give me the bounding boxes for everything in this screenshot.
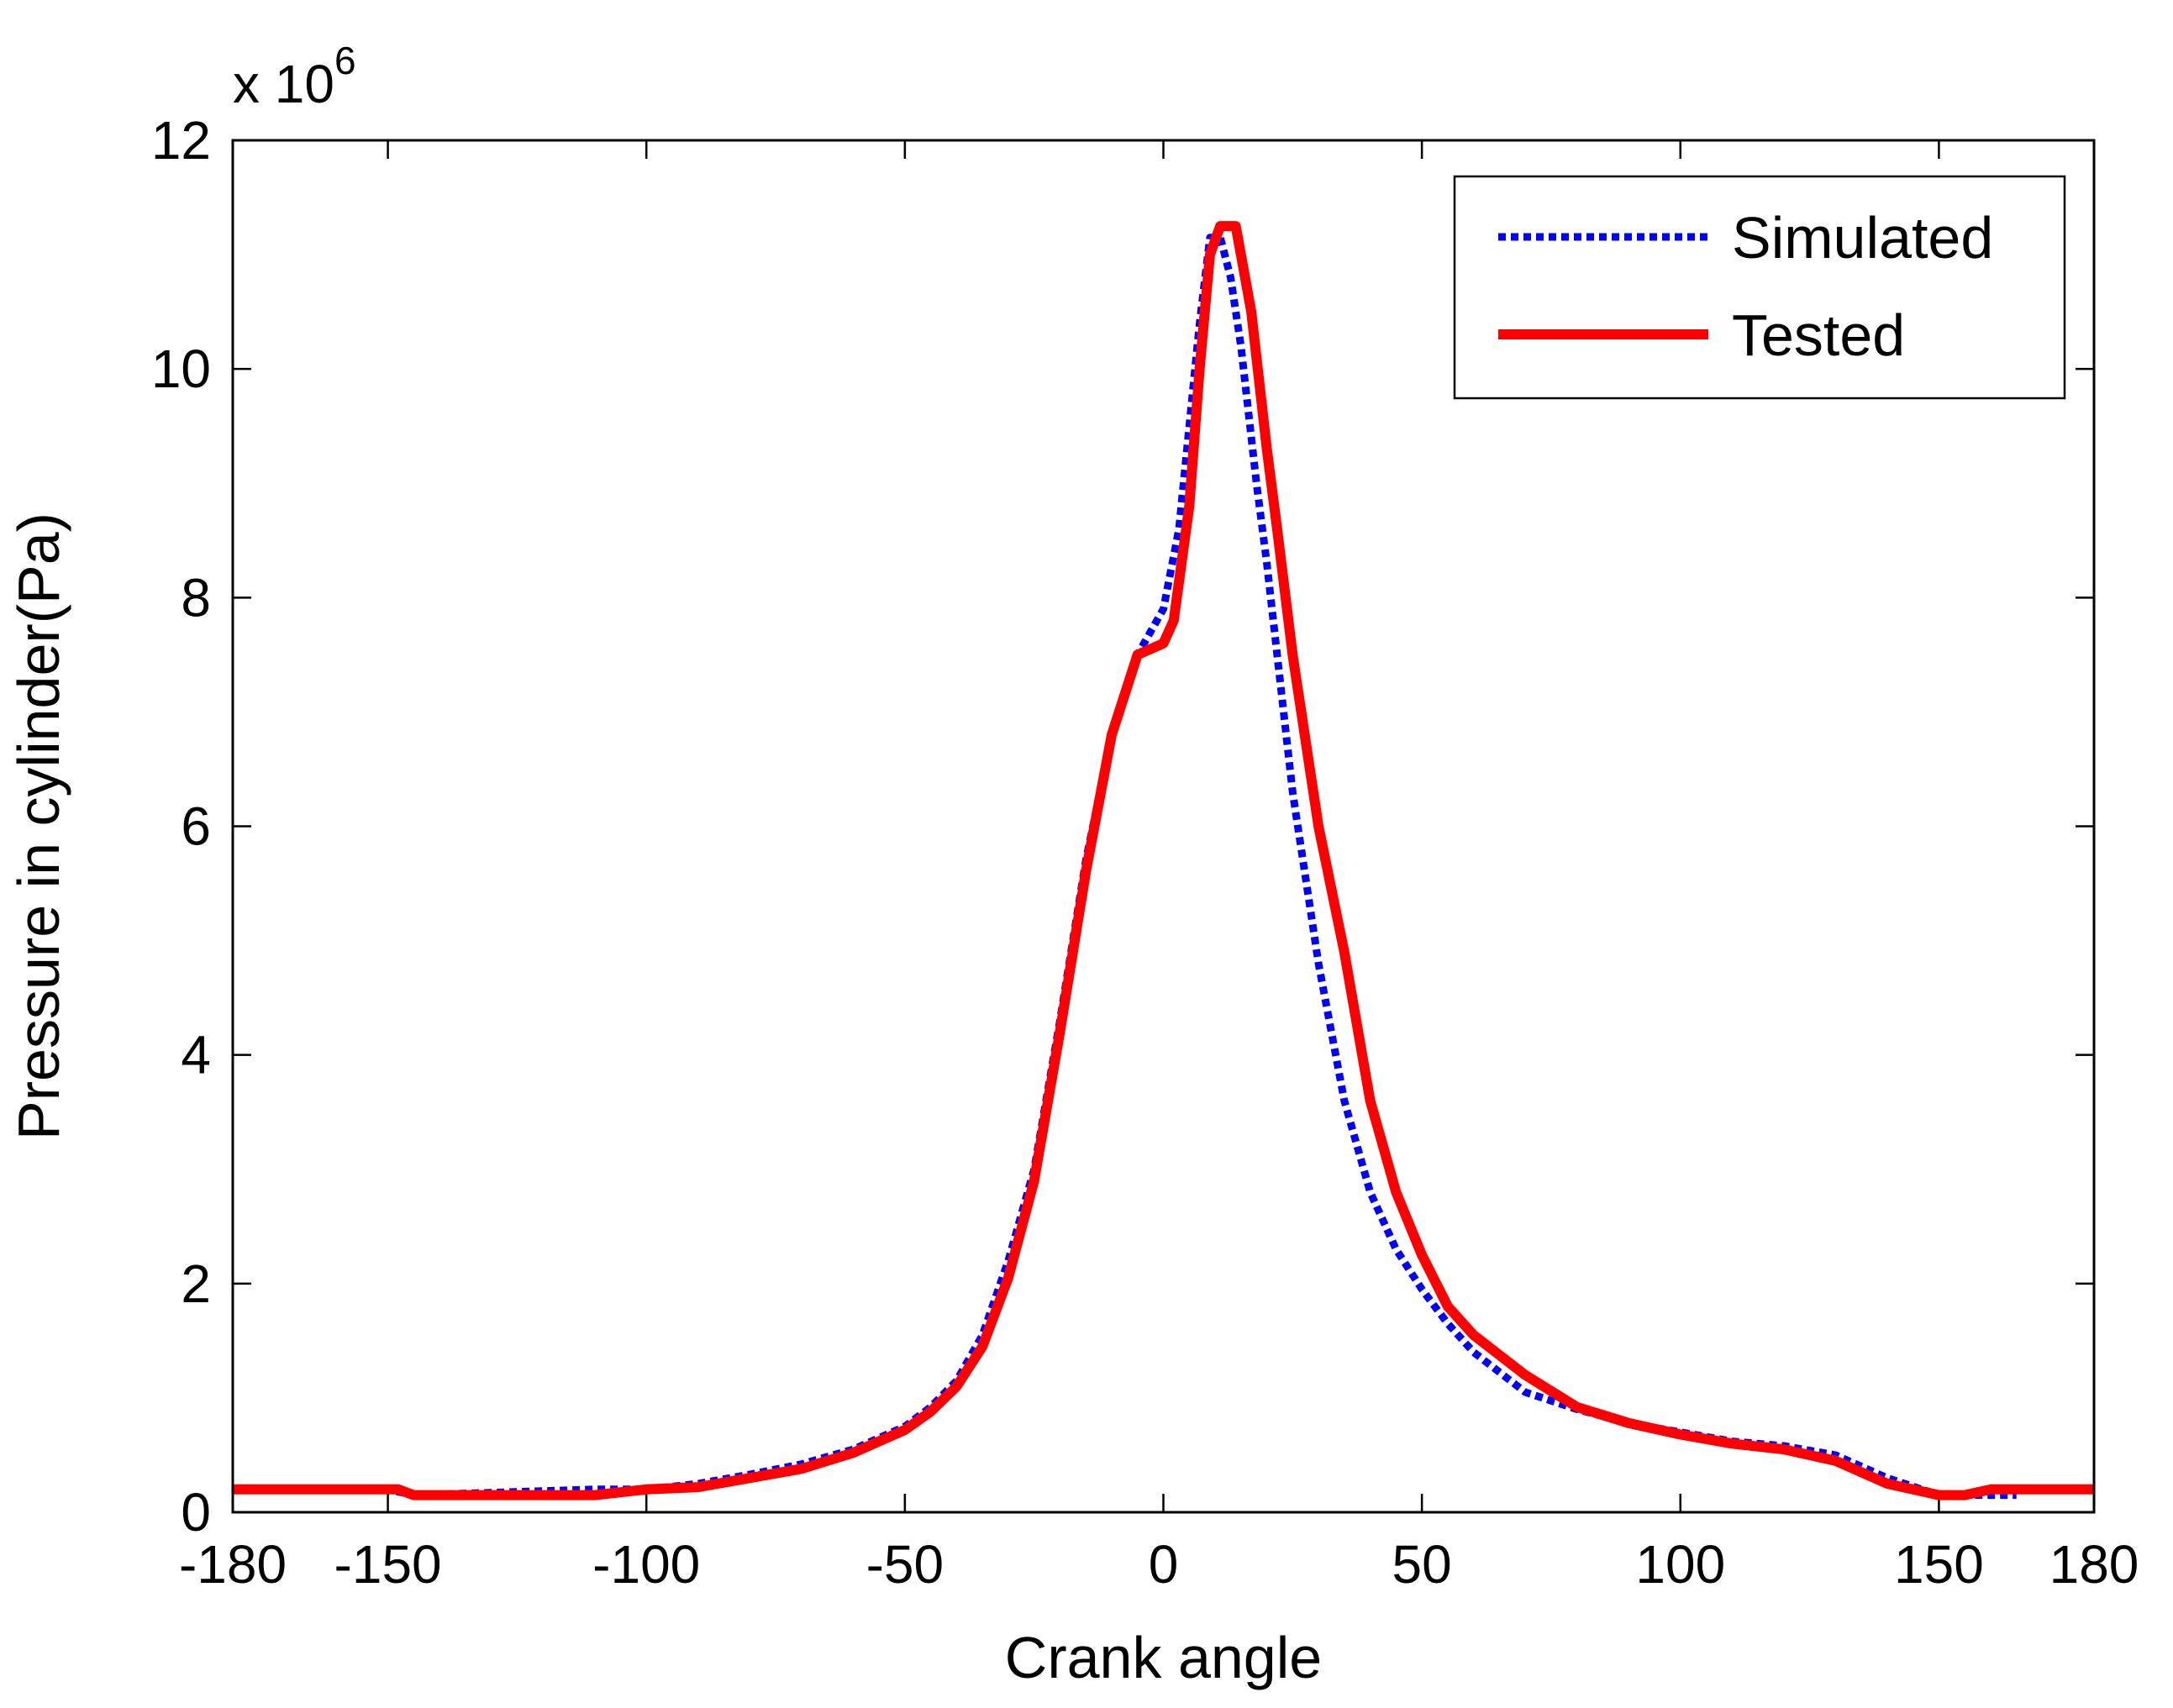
legend-box bbox=[1453, 175, 2066, 400]
x-tick-label: -150 bbox=[334, 1534, 442, 1595]
y-exponent-base: x 10 bbox=[233, 54, 334, 114]
x-tick-label: 100 bbox=[1635, 1534, 1725, 1595]
x-tick-label: -100 bbox=[592, 1534, 700, 1595]
x-axis-label: Crank angle bbox=[1005, 1625, 1322, 1690]
x-tick-label: -50 bbox=[866, 1534, 944, 1595]
y-tick-label: 2 bbox=[181, 1253, 211, 1314]
y-exponent-power: 6 bbox=[334, 39, 356, 82]
series-line-tested bbox=[233, 221, 2094, 1500]
y-tick-label: 12 bbox=[151, 110, 211, 171]
x-tick-label: -180 bbox=[179, 1534, 287, 1595]
plot-frame bbox=[231, 139, 2096, 1514]
y-tick-label: 8 bbox=[181, 567, 211, 628]
y-tick-label: 4 bbox=[181, 1025, 211, 1085]
y-tick-label: 0 bbox=[181, 1482, 211, 1542]
series-lines bbox=[233, 221, 2094, 1500]
legend-label-tested: Tested bbox=[1732, 302, 1905, 368]
y-exponent-label: x 106 bbox=[233, 39, 356, 114]
legend: Simulated Tested bbox=[1453, 175, 2066, 400]
x-tick-label: 180 bbox=[2049, 1534, 2139, 1595]
legend-label-simulated: Simulated bbox=[1732, 205, 1993, 271]
x-tick-label: 50 bbox=[1392, 1534, 1452, 1595]
y-axis-label: Pressure in cylinder(Pa) bbox=[6, 512, 71, 1140]
y-tick-label: 10 bbox=[151, 339, 211, 399]
x-tick-label: 0 bbox=[1149, 1534, 1179, 1595]
x-tick-label: 150 bbox=[1894, 1534, 1984, 1595]
y-tick-label: 6 bbox=[181, 796, 211, 857]
tick-labels: -180 -150 -100 -50 0 50 100 150 180 0 2 4 6 8 10 12 bbox=[151, 110, 2139, 1595]
